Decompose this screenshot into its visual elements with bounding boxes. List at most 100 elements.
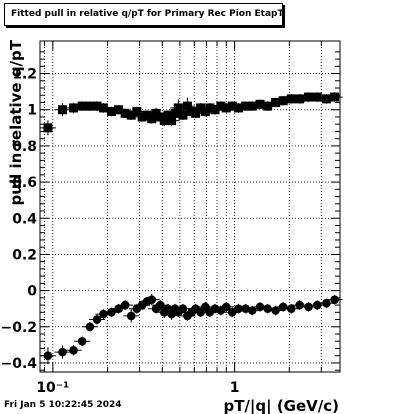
circle-marker [43, 351, 53, 361]
title-box: Fitted pull in relative q/pT for Primary… [4, 3, 284, 26]
circle-marker [120, 300, 130, 310]
circle-marker [99, 309, 108, 319]
square-marker [196, 103, 206, 113]
square-marker [247, 101, 257, 111]
square-marker [278, 96, 288, 106]
x-tick-label: 1 [230, 380, 240, 396]
circle-marker [255, 302, 265, 312]
y-tick-label: −0.2 [0, 320, 37, 336]
square-marker [137, 112, 147, 122]
footer-timestamp: Fri Jan 5 10:22:45 2024 [4, 400, 122, 410]
square-marker [106, 107, 116, 117]
y-tick-label: 0 [27, 284, 37, 300]
series-circle-point [318, 298, 335, 309]
y-tick-label: −0.4 [0, 356, 37, 372]
y-tick-label: 0.4 [12, 211, 37, 227]
circle-marker [85, 322, 95, 332]
plot-border [39, 40, 341, 373]
square-marker [221, 103, 231, 113]
series-circle-point [174, 303, 191, 314]
circle-marker [58, 347, 67, 357]
square-marker [330, 92, 340, 102]
square-marker [147, 114, 157, 124]
circle-marker [322, 298, 331, 308]
square-marker [286, 94, 296, 104]
series-circle-point [89, 314, 106, 325]
y-tick-label: 1 [27, 103, 37, 119]
series-circle-point [143, 293, 160, 306]
square-marker [321, 94, 331, 104]
series-circle-point [54, 345, 71, 359]
series-circle-point [218, 302, 235, 312]
square-marker [271, 97, 281, 107]
circle-marker [271, 306, 280, 315]
square-marker [170, 108, 180, 118]
circle-marker [77, 336, 87, 346]
circle-marker [330, 295, 339, 304]
series-circle-point [326, 294, 343, 305]
square-marker [92, 101, 102, 111]
square-marker [173, 103, 183, 113]
square-marker [191, 108, 201, 118]
circle-marker [69, 345, 78, 355]
circle-marker [295, 300, 304, 310]
square-marker [43, 123, 53, 133]
circle-marker [147, 295, 157, 304]
grid [40, 41, 340, 372]
square-marker [295, 94, 305, 104]
series-square-point [54, 103, 71, 117]
square-marker [132, 107, 142, 117]
data-points [39, 92, 343, 365]
circle-marker [126, 311, 136, 321]
square-marker [210, 105, 220, 115]
circle-marker [107, 308, 116, 317]
x-tick-label: 10⁻¹ [36, 380, 69, 396]
square-marker [114, 105, 124, 115]
square-marker [163, 110, 173, 120]
square-marker [178, 110, 188, 120]
y-tick-label: 0.8 [12, 139, 37, 155]
circle-marker [92, 315, 102, 324]
series-circle-point [123, 309, 140, 323]
circle-marker [221, 302, 231, 312]
series-circle-point [117, 300, 134, 310]
series-circle-point [81, 321, 98, 332]
axis-ticks [40, 41, 340, 372]
circle-marker [178, 304, 188, 313]
series-square-point [128, 106, 145, 117]
series-circle-point [74, 336, 91, 347]
series-circle-point [39, 347, 56, 365]
circle-marker [227, 308, 237, 317]
square-marker [255, 99, 265, 109]
tick-labels: 1.2 1 0.8 0.6 0.4 0.2 0 −0.2 −0.4 10⁻¹ 1 [0, 67, 239, 396]
square-marker [182, 101, 192, 111]
square-marker [304, 92, 314, 102]
circle-marker [312, 300, 322, 310]
circle-marker [278, 302, 288, 312]
square-marker [233, 103, 243, 113]
square-marker [167, 116, 177, 126]
circle-marker [286, 304, 296, 313]
square-marker [263, 101, 273, 111]
square-marker [69, 103, 79, 113]
plot-frame [39, 40, 341, 373]
y-tick-label: 0.2 [12, 247, 37, 263]
circle-marker [155, 300, 165, 310]
square-marker [99, 103, 109, 113]
circle-marker [114, 304, 123, 313]
series-square-point [39, 120, 56, 136]
square-marker [126, 110, 136, 120]
series-circle-point [65, 345, 82, 356]
series-square-point [326, 92, 343, 102]
circle-marker [304, 302, 313, 312]
y-tick-label: 0.6 [12, 175, 37, 191]
square-marker [216, 101, 226, 111]
square-marker [227, 101, 237, 111]
series-circle-point [283, 303, 300, 314]
x-axis-label: pT/|q| (GeV/c) [223, 397, 339, 414]
circle-marker [263, 304, 272, 313]
square-marker [142, 110, 152, 120]
square-marker [312, 92, 322, 102]
circle-marker [247, 306, 257, 315]
